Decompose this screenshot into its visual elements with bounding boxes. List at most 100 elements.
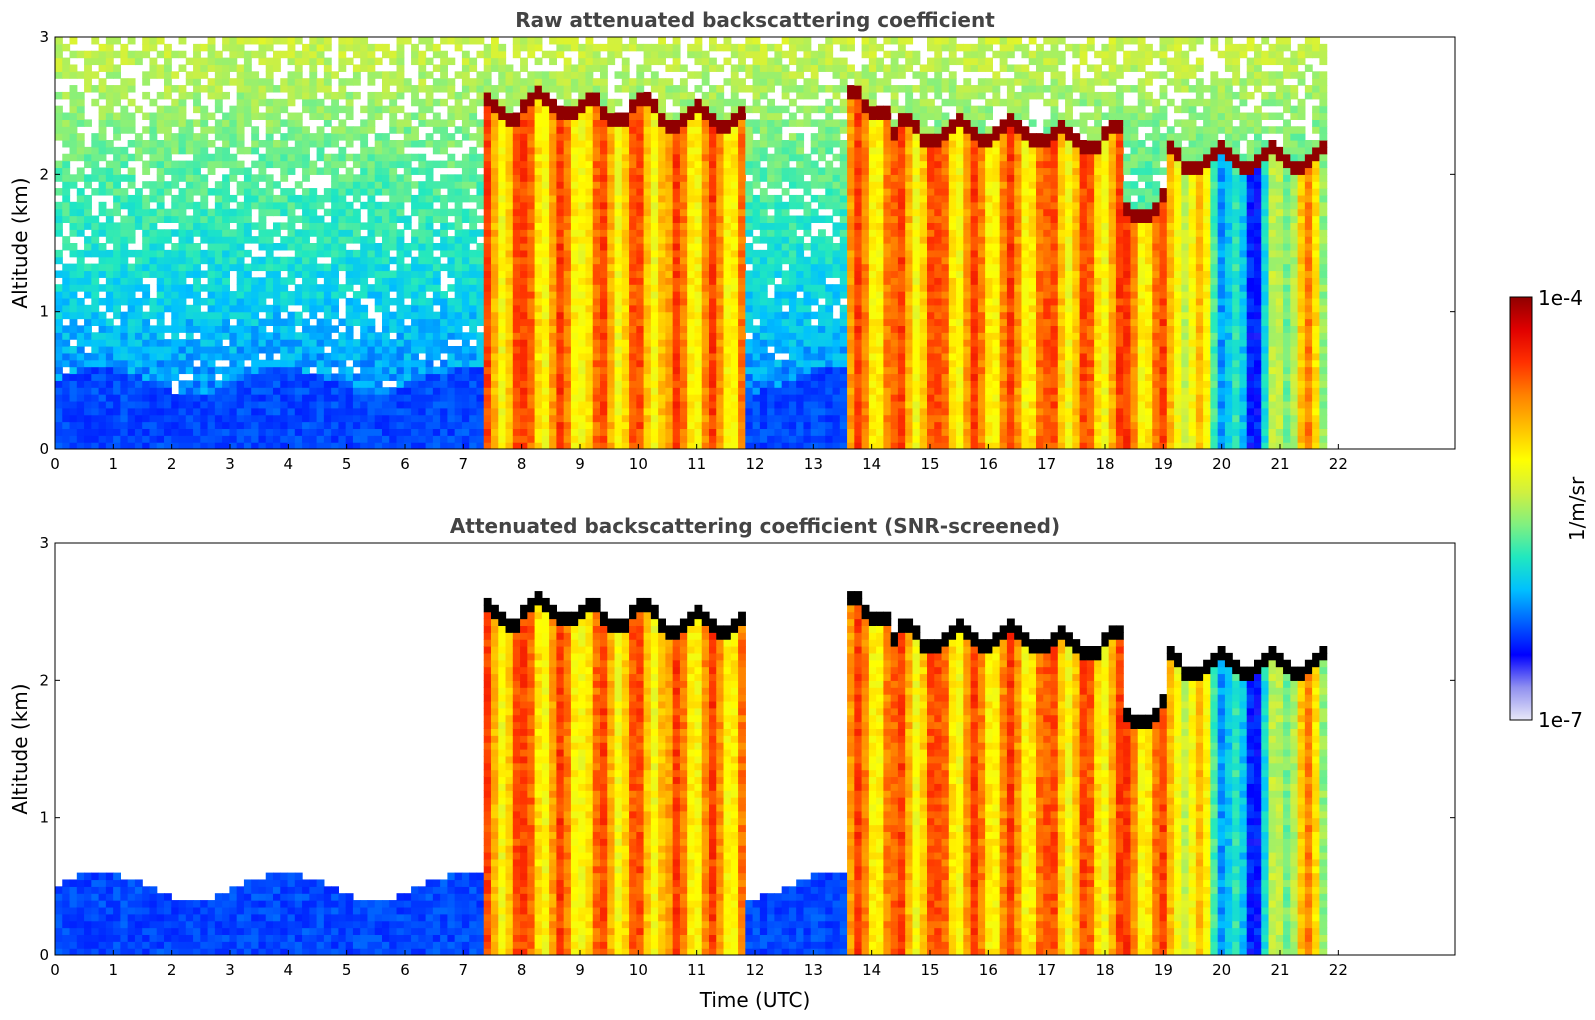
heat-cell <box>76 352 85 361</box>
heat-cell <box>360 236 369 244</box>
heat-cell <box>258 229 267 237</box>
heat-cell <box>672 318 681 326</box>
heat-cell <box>585 325 594 333</box>
heat-cell <box>396 352 405 361</box>
heat-cell <box>280 194 289 203</box>
heat-cell <box>185 78 194 86</box>
heat-cell <box>585 263 594 272</box>
heat-cell <box>171 373 180 381</box>
heat-cell <box>541 263 550 272</box>
heat-cell <box>476 256 485 265</box>
heat-cell <box>563 249 572 258</box>
heat-cell <box>273 57 281 66</box>
heat-cell <box>411 407 419 416</box>
heat-cell <box>701 229 710 237</box>
heat-cell <box>483 421 492 429</box>
heat-cell <box>607 98 616 107</box>
heat-cell <box>716 91 725 100</box>
heat-cell <box>679 352 688 361</box>
heat-cell <box>200 57 209 66</box>
heat-cell <box>62 167 71 175</box>
heat-cell <box>665 332 674 340</box>
heat-cell <box>650 57 659 66</box>
heat-cell <box>730 119 739 127</box>
heat-cell <box>84 263 92 272</box>
heat-cell <box>730 133 739 141</box>
heat-cell <box>556 160 565 169</box>
heat-cell <box>723 311 732 320</box>
heat-cell <box>294 387 303 395</box>
heat-cell <box>294 249 303 258</box>
heat-cell <box>454 229 463 237</box>
heat-cell <box>701 387 710 395</box>
heat-cell <box>127 215 136 223</box>
heat-cell <box>331 174 339 182</box>
heat-cell <box>491 249 499 258</box>
heat-cell <box>193 284 201 292</box>
heat-cell <box>294 160 303 169</box>
heat-cell <box>316 407 325 416</box>
heat-cell <box>265 435 274 443</box>
heat-cell <box>447 140 456 148</box>
heat-cell <box>294 50 303 59</box>
heat-cell <box>527 119 536 127</box>
heat-cell <box>476 270 485 278</box>
heat-cell <box>425 407 434 416</box>
heat-cell <box>694 174 703 182</box>
heat-cell <box>498 318 507 326</box>
heat-cell <box>200 140 209 148</box>
heat-cell <box>607 201 616 210</box>
heat-cell <box>134 188 143 196</box>
heat-cell <box>265 208 274 217</box>
heat-cell <box>469 414 478 423</box>
heat-cell <box>309 215 318 223</box>
heat-cell <box>658 366 666 375</box>
heat-cell <box>84 428 92 436</box>
heat-cell <box>185 215 194 223</box>
heat-cell <box>134 380 143 388</box>
heat-cell <box>730 50 739 59</box>
heat-cell <box>236 112 245 120</box>
heat-cell <box>614 194 623 203</box>
heat-cell <box>156 346 165 354</box>
heat-cell <box>105 414 114 423</box>
heat-cell <box>440 394 448 402</box>
heat-cell <box>55 359 63 368</box>
heat-cell <box>323 339 332 347</box>
heat-cell <box>621 263 630 272</box>
heat-cell <box>454 332 463 340</box>
heat-cell <box>294 284 303 292</box>
heat-cell <box>200 174 209 182</box>
heat-cell <box>200 394 209 402</box>
heat-cell <box>745 256 754 265</box>
heat-cell <box>614 119 623 127</box>
heat-cell <box>287 85 296 93</box>
heat-cell <box>498 43 507 52</box>
heat-cell <box>316 325 325 333</box>
heat-cell <box>578 85 587 93</box>
heat-cell <box>76 222 85 230</box>
heat-cell <box>120 366 129 375</box>
heat-cell <box>629 78 637 86</box>
heat-cell <box>171 435 180 443</box>
heat-cell <box>527 359 536 368</box>
heat-cell <box>425 304 434 313</box>
heat-cell <box>62 407 71 416</box>
heat-cell <box>207 394 216 402</box>
heat-cell <box>701 91 710 100</box>
heat-cell <box>142 236 151 244</box>
heat-cell <box>411 359 419 368</box>
heat-cell <box>243 387 252 395</box>
heat-cell <box>541 181 550 189</box>
heat-cell <box>738 43 746 52</box>
heat-cell <box>76 105 85 114</box>
heat-cell <box>280 236 289 244</box>
heat-cell <box>367 153 376 162</box>
heat-cell <box>360 400 369 409</box>
heat-cell <box>701 277 710 285</box>
heat-cell <box>534 105 543 114</box>
heat-cell <box>200 208 209 217</box>
heat-cell <box>469 400 478 409</box>
heat-cell <box>113 263 121 272</box>
heat-cell <box>258 188 267 196</box>
